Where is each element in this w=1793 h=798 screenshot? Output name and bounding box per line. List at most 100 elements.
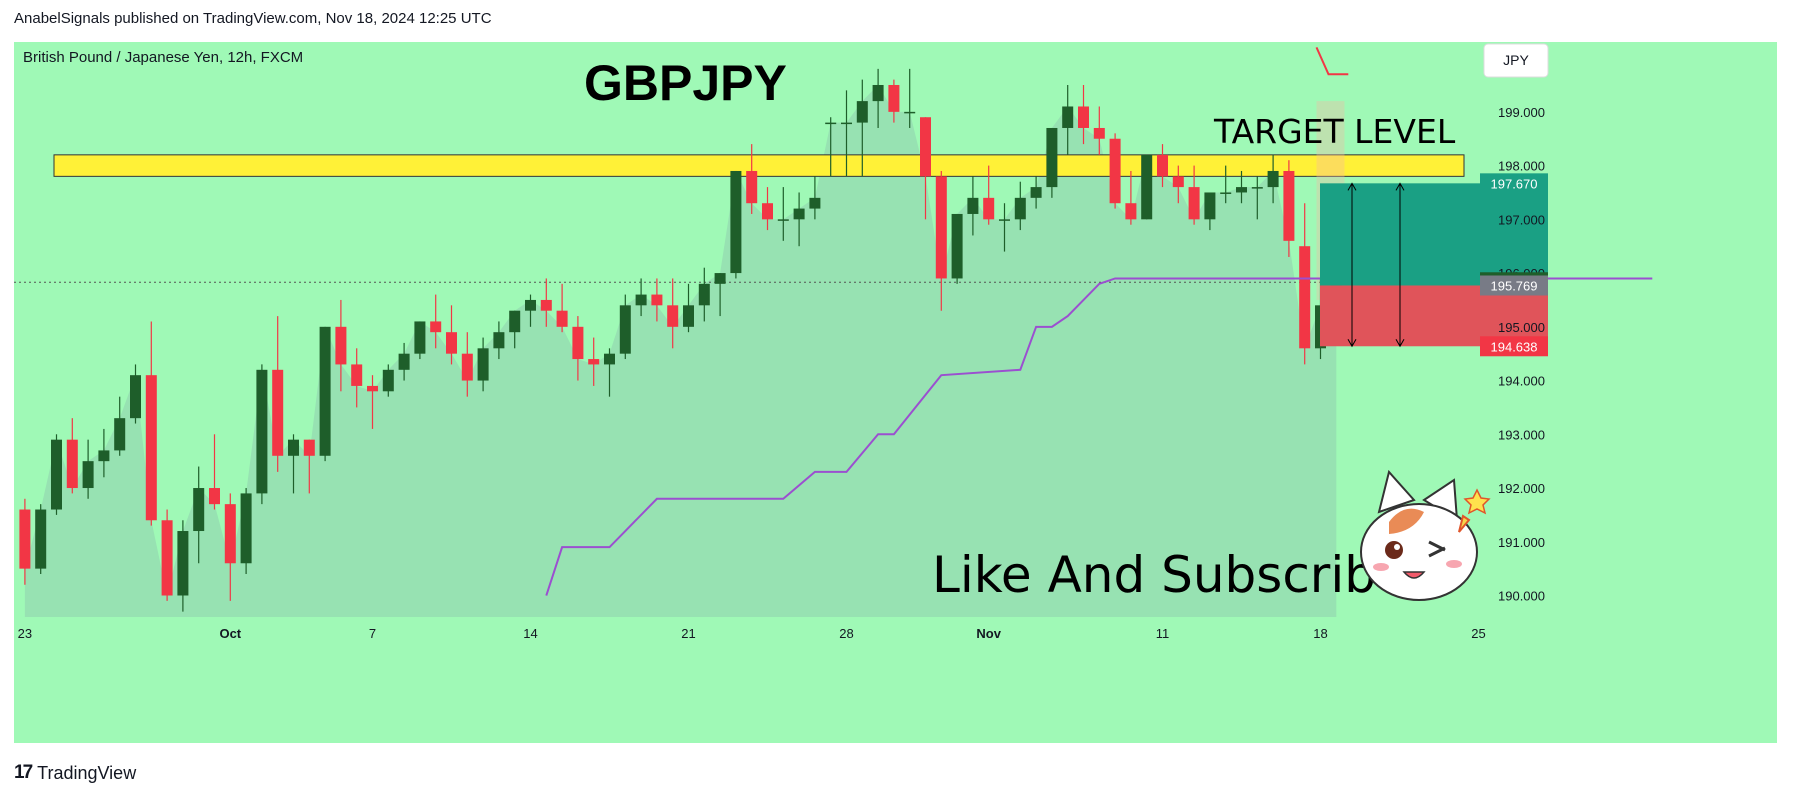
candle-body xyxy=(635,294,647,306)
x-tick-label: 28 xyxy=(839,626,853,641)
candle-body xyxy=(1030,187,1042,198)
candle-body xyxy=(177,531,189,596)
candle-body xyxy=(351,364,363,386)
position-arrow-head xyxy=(1347,182,1357,191)
candle-body xyxy=(951,213,963,279)
candle-body xyxy=(1157,154,1168,177)
currency-button[interactable]: JPY xyxy=(1483,43,1549,78)
candle-body xyxy=(303,439,315,456)
candle-body xyxy=(398,353,410,370)
candle-body xyxy=(1093,127,1105,139)
x-tick-label: 14 xyxy=(523,626,537,641)
candle-body xyxy=(667,305,679,327)
candle-body xyxy=(414,321,426,354)
candle-body xyxy=(1220,192,1232,194)
candle-body xyxy=(556,310,568,327)
x-tick-label: 11 xyxy=(1156,626,1170,641)
x-tick-label: Oct xyxy=(219,626,241,641)
candle-body xyxy=(66,439,78,489)
x-tick-label: 18 xyxy=(1313,626,1327,641)
candle-body xyxy=(288,439,299,456)
y-tick-label: 191.000 xyxy=(1498,535,1545,550)
cta-text: Like And Subscribe xyxy=(932,546,1407,604)
candle-body xyxy=(461,353,473,381)
publish-header: AnabelSignals published on TradingView.c… xyxy=(14,10,492,27)
candle-body xyxy=(762,203,773,220)
candle-body xyxy=(588,359,600,365)
tradingview-logo-icon: 17 xyxy=(14,762,33,783)
x-tick-label: 21 xyxy=(681,626,695,641)
candle-body xyxy=(240,493,252,564)
candle-body xyxy=(540,299,552,311)
projection-line xyxy=(1315,46,1349,76)
candle-body xyxy=(841,122,852,125)
candle-body xyxy=(319,326,331,456)
position-layer xyxy=(1320,182,1548,348)
x-tick-label: 7 xyxy=(369,626,376,641)
x-tick-label: 23 xyxy=(18,626,32,641)
candle-body xyxy=(809,197,821,209)
candle-body xyxy=(746,170,758,204)
candle-body xyxy=(446,332,457,354)
candle-body xyxy=(872,84,884,102)
candle-body xyxy=(714,273,726,284)
y-tick-label: 198.000 xyxy=(1498,159,1545,174)
y-tick-label: 194.000 xyxy=(1498,374,1545,389)
price-label-text: 197.670 xyxy=(1491,176,1538,191)
candle-body xyxy=(572,326,584,360)
candle-body xyxy=(256,369,268,494)
candle-body xyxy=(1141,154,1153,220)
candle-body xyxy=(604,353,615,365)
candle-body xyxy=(935,176,947,279)
candle-body xyxy=(335,326,347,365)
target-zone xyxy=(53,154,1465,177)
y-tick-label: 193.000 xyxy=(1498,427,1545,442)
candle-body xyxy=(493,332,505,349)
candle-body xyxy=(382,369,394,392)
candle-body xyxy=(683,305,694,327)
y-tick-label: 199.000 xyxy=(1498,105,1545,120)
position-arrow-head xyxy=(1395,339,1405,348)
candle-body xyxy=(272,369,284,456)
candle-body xyxy=(209,488,220,505)
candlestick-chart[interactable]: 190.000 191.000 192.000 193.000 194.000 195.0… xyxy=(14,42,1777,743)
position-arrow-head xyxy=(1395,182,1405,191)
candle-body xyxy=(1283,170,1295,241)
price-label-box xyxy=(1480,173,1548,194)
candle-body xyxy=(651,294,663,306)
candle-body xyxy=(1188,187,1200,220)
stop-layer xyxy=(545,277,1653,596)
chart-title: GBPJPY xyxy=(584,55,787,111)
candle-body xyxy=(19,509,31,569)
candle-body xyxy=(1014,197,1026,220)
candle-body xyxy=(698,283,710,306)
candle-body xyxy=(130,375,141,419)
candle-body xyxy=(1172,176,1184,188)
candle-body xyxy=(98,450,110,462)
loss-zone xyxy=(1320,285,1548,347)
candle-body xyxy=(1299,246,1311,349)
candle-body xyxy=(51,439,62,510)
price-label-box xyxy=(1480,275,1548,296)
chart-panel[interactable]: 190.000 191.000 192.000 193.000 194.000 195.0… xyxy=(14,42,1777,743)
candle-body xyxy=(224,504,236,564)
price-label-box xyxy=(1480,336,1548,357)
candle-body xyxy=(904,111,916,114)
candle-body xyxy=(509,310,521,333)
candle-body xyxy=(1204,192,1216,220)
candle-body xyxy=(477,348,489,381)
candle-body xyxy=(999,219,1010,221)
y-tick-label: 192.000 xyxy=(1498,481,1545,496)
profit-zone xyxy=(1320,183,1548,286)
tradingview-footer[interactable]: 17 TradingView xyxy=(14,762,136,784)
area-layer xyxy=(14,84,1524,617)
target-label: TARGET LEVEL xyxy=(1213,112,1456,151)
x-tick-label: 25 xyxy=(1471,626,1485,641)
candle-body xyxy=(1046,127,1058,188)
candle-body xyxy=(856,101,868,123)
candle-body xyxy=(920,117,931,177)
y-tick-label: 195.000 xyxy=(1498,320,1545,335)
symbol-description: British Pound / Japanese Yen, 12h, FXCM xyxy=(23,49,303,66)
candle-body xyxy=(619,305,631,354)
candle-body xyxy=(777,219,789,221)
